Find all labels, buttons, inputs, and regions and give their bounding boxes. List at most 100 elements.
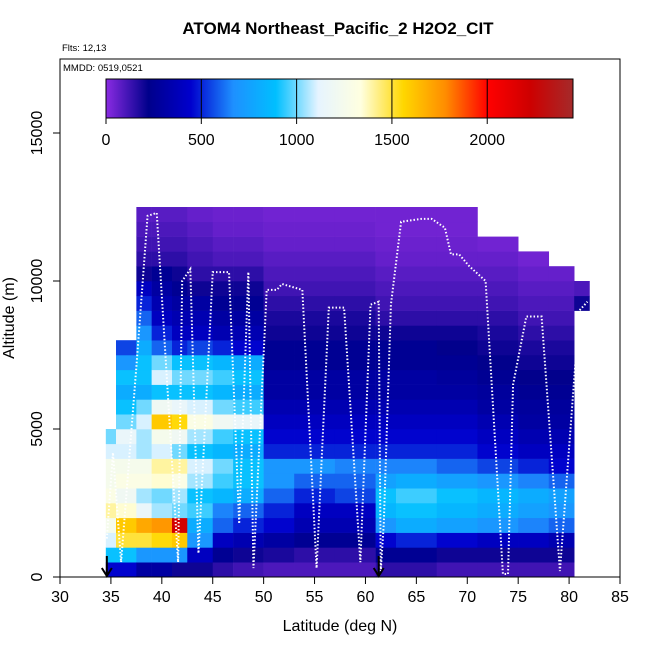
heatmap-cell: [187, 429, 214, 445]
heatmap-cell: [187, 488, 214, 504]
heatmap-cell: [477, 340, 519, 356]
heatmap-cell: [233, 473, 264, 489]
arrow-head: [100, 567, 113, 578]
y-tick-label: 5000: [29, 411, 46, 447]
heatmap-cell: [396, 562, 438, 578]
heatmap-cell: [233, 355, 264, 371]
heatmap-cell: [477, 325, 519, 341]
heatmap-cell: [172, 266, 188, 282]
heatmap-cells: [105, 207, 590, 578]
heatmap-cell: [136, 340, 152, 356]
heatmap-cell: [518, 325, 550, 341]
heatmap-cell: [294, 547, 336, 563]
heatmap-cell: [233, 414, 264, 430]
heatmap-cell: [187, 399, 214, 415]
heatmap-cell: [187, 458, 214, 474]
heatmap-cell: [116, 384, 137, 400]
heatmap-cell: [294, 355, 336, 371]
heatmap-cell: [136, 266, 152, 282]
heatmap-cell: [116, 458, 137, 474]
heatmap-cell: [396, 532, 438, 548]
heatmap-cell: [187, 251, 214, 267]
heatmap-cell: [477, 547, 519, 563]
heatmap-cell: [294, 266, 336, 282]
heatmap-cell: [212, 458, 234, 474]
heatmap-cell: [294, 207, 336, 223]
heatmap-cell: [151, 325, 173, 341]
heatmap-cell: [334, 517, 376, 533]
heatmap-cell: [375, 236, 397, 252]
heatmap-cell: [172, 517, 188, 533]
heatmap-cell: [375, 340, 397, 356]
heatmap-cell: [263, 236, 295, 252]
heatmap-cell: [396, 443, 438, 459]
heatmap-cell: [151, 562, 173, 578]
heatmap-cell: [294, 443, 336, 459]
heatmap-cell: [105, 503, 117, 519]
heatmap-cell: [263, 207, 295, 223]
heatmap-cell: [172, 532, 188, 548]
heatmap-cell: [172, 295, 188, 311]
heatmap-cell: [136, 295, 152, 311]
heatmap-cell: [375, 266, 397, 282]
heatmap-cell: [151, 547, 173, 563]
heatmap-cell: [548, 399, 575, 415]
heatmap-cell: [151, 429, 173, 445]
heatmap-cell: [477, 295, 519, 311]
heatmap-cell: [233, 236, 264, 252]
heatmap-cell: [212, 473, 234, 489]
heatmap-cell: [263, 340, 295, 356]
heatmap-cell: [548, 414, 575, 430]
heatmap-cell: [375, 429, 397, 445]
heatmap-cell: [477, 532, 519, 548]
heatmap-cell: [396, 369, 438, 385]
heatmap-cell: [294, 503, 336, 519]
heatmap-cell: [294, 488, 336, 504]
x-axis-label: Latitude (deg N): [283, 618, 398, 635]
heatmap-cell: [187, 266, 214, 282]
heatmap-cell: [548, 310, 575, 326]
heatmap-cell: [151, 236, 173, 252]
heatmap-cell: [375, 207, 397, 223]
heatmap-cell: [233, 562, 264, 578]
heatmap-cell: [212, 207, 234, 223]
heatmap-cell: [172, 325, 188, 341]
heatmap-cell: [263, 221, 295, 237]
heatmap-cell: [548, 325, 575, 341]
heatmap-cell: [396, 221, 438, 237]
heatmap-cell: [187, 236, 214, 252]
heatmap-cell: [263, 488, 295, 504]
heatmap-cell: [477, 562, 519, 578]
heatmap-cell: [548, 266, 575, 282]
heatmap-cell: [187, 207, 214, 223]
x-tick-label: 35: [102, 589, 120, 606]
heatmap-cell: [477, 281, 519, 297]
heatmap-cell: [518, 532, 550, 548]
heatmap-cell: [212, 532, 234, 548]
heatmap-cell: [294, 221, 336, 237]
heatmap-cell: [375, 399, 397, 415]
heatmap-cell: [263, 473, 295, 489]
heatmap-cell: [233, 340, 264, 356]
heatmap-cell: [172, 547, 188, 563]
colorbar-tick-label: 500: [188, 132, 215, 149]
heatmap-cell: [294, 251, 336, 267]
heatmap-cell: [548, 281, 575, 297]
heatmap-cell: [187, 532, 214, 548]
heatmap-cell: [436, 340, 478, 356]
heatmap-cell: [116, 399, 137, 415]
heatmap-cell: [116, 532, 137, 548]
heatmap-cell: [574, 295, 590, 311]
heatmap-cell: [436, 281, 478, 297]
heatmap-cell: [334, 325, 376, 341]
heatmap-cell: [477, 399, 519, 415]
heatmap-cell: [233, 488, 264, 504]
heatmap-cell: [518, 251, 550, 267]
heatmap-cell: [518, 310, 550, 326]
heatmap-cell: [187, 325, 214, 341]
heatmap-cell: [212, 384, 234, 400]
heatmap-cell: [396, 517, 438, 533]
heatmap-cell: [105, 473, 117, 489]
x-tick-label: 60: [357, 589, 375, 606]
